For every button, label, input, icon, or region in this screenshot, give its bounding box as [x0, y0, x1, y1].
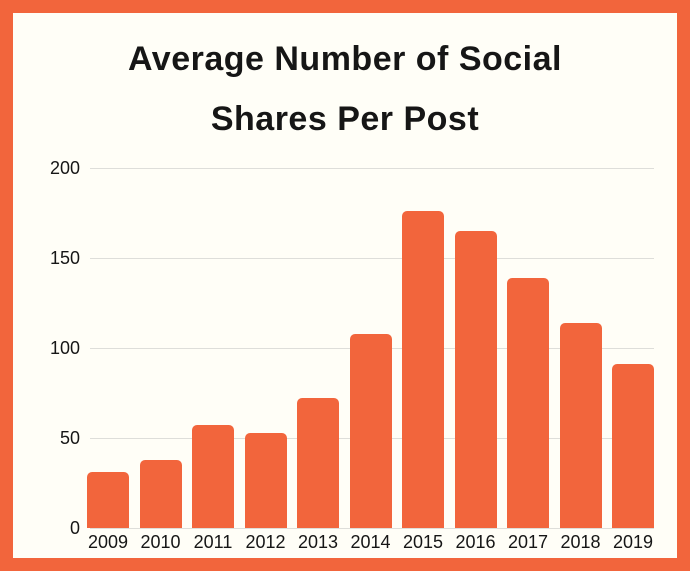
x-tick-label: 2014: [350, 532, 391, 552]
bar-2016: [454, 231, 497, 528]
gridline: [90, 257, 654, 259]
bar-2014: [349, 333, 392, 528]
bar-2011: [192, 425, 234, 528]
gridline: [90, 527, 654, 529]
y-tick-label: 150: [49, 248, 80, 268]
bar-2012: [244, 432, 287, 528]
x-tick-label: 2011: [193, 532, 233, 552]
y-tick-label: 0: [69, 518, 80, 538]
bar-2017: [507, 277, 549, 528]
x-tick-label: 2016: [455, 532, 496, 552]
x-tick-label: 2019: [612, 532, 654, 552]
bar-2009: [87, 472, 129, 528]
x-tick-label: 2013: [297, 532, 339, 552]
x-tick-label: 2018: [560, 532, 601, 552]
x-tick-label: 2015: [402, 532, 444, 552]
x-tick-label: 2012: [245, 532, 286, 552]
chart-title-line-1: Average Number of Social: [128, 40, 562, 78]
y-tick-label: 200: [49, 158, 80, 178]
gridline: [90, 167, 654, 169]
bar-2010: [139, 459, 182, 528]
x-tick-label: 2009: [87, 532, 129, 552]
chart-title-line-2: Shares Per Post: [210, 100, 480, 138]
bar-2013: [297, 398, 339, 528]
bar-2018: [559, 322, 602, 528]
bar-2015: [402, 211, 444, 528]
chart-title: Average Number of Social Shares Per Post: [26, 29, 664, 149]
x-tick-label: 2017: [507, 532, 549, 552]
plot-area: 0 50 100 150 200 2009 2010 2011 2012 2013 2014 2015…: [50, 158, 654, 552]
bar-2019: [612, 364, 654, 528]
y-tick-label: 100: [49, 338, 80, 358]
y-tick-label: 50: [59, 428, 80, 448]
x-tick-label: 2010: [140, 532, 181, 552]
